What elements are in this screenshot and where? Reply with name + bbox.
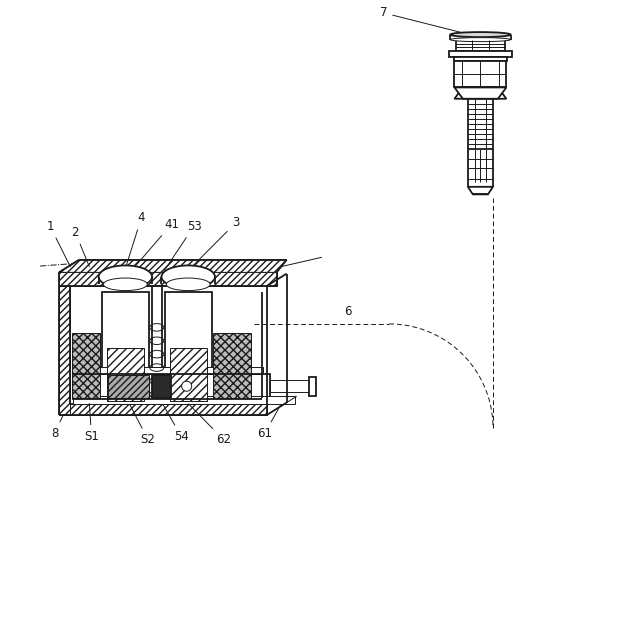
Bar xyxy=(309,377,316,396)
Polygon shape xyxy=(59,272,276,286)
Text: 4: 4 xyxy=(126,211,145,266)
Ellipse shape xyxy=(104,278,147,291)
Text: 6: 6 xyxy=(344,305,352,318)
Text: 1: 1 xyxy=(46,220,70,267)
Polygon shape xyxy=(59,404,266,415)
Text: 8: 8 xyxy=(51,415,63,440)
Text: S1: S1 xyxy=(84,403,99,443)
Polygon shape xyxy=(59,260,287,272)
Polygon shape xyxy=(213,333,252,398)
Polygon shape xyxy=(170,348,207,401)
Polygon shape xyxy=(468,187,493,194)
Ellipse shape xyxy=(161,265,215,288)
Bar xyxy=(449,51,512,57)
Text: 53: 53 xyxy=(164,220,202,270)
Polygon shape xyxy=(454,87,506,99)
Text: 3: 3 xyxy=(190,216,239,269)
Bar xyxy=(468,99,493,149)
Polygon shape xyxy=(59,286,70,415)
Text: 54: 54 xyxy=(163,404,189,443)
Bar xyxy=(269,380,309,392)
Text: 62: 62 xyxy=(189,404,231,447)
Polygon shape xyxy=(72,333,100,398)
Bar xyxy=(74,396,295,404)
Ellipse shape xyxy=(182,381,192,391)
Ellipse shape xyxy=(166,278,210,291)
Polygon shape xyxy=(108,375,149,398)
Bar xyxy=(454,57,507,61)
Text: S2: S2 xyxy=(130,404,156,447)
Bar xyxy=(454,61,506,87)
Bar xyxy=(164,292,212,404)
Text: 7: 7 xyxy=(380,6,462,33)
Bar xyxy=(456,40,505,51)
Text: 41: 41 xyxy=(133,218,179,269)
Bar xyxy=(102,292,149,404)
Bar xyxy=(152,375,171,398)
Ellipse shape xyxy=(99,265,152,288)
Ellipse shape xyxy=(450,32,511,37)
Text: 2: 2 xyxy=(72,226,90,267)
Ellipse shape xyxy=(450,38,511,42)
Polygon shape xyxy=(454,87,506,99)
Bar xyxy=(74,374,269,399)
Polygon shape xyxy=(107,348,144,401)
Bar xyxy=(152,286,162,404)
Text: 61: 61 xyxy=(257,404,281,440)
Bar xyxy=(89,367,263,374)
